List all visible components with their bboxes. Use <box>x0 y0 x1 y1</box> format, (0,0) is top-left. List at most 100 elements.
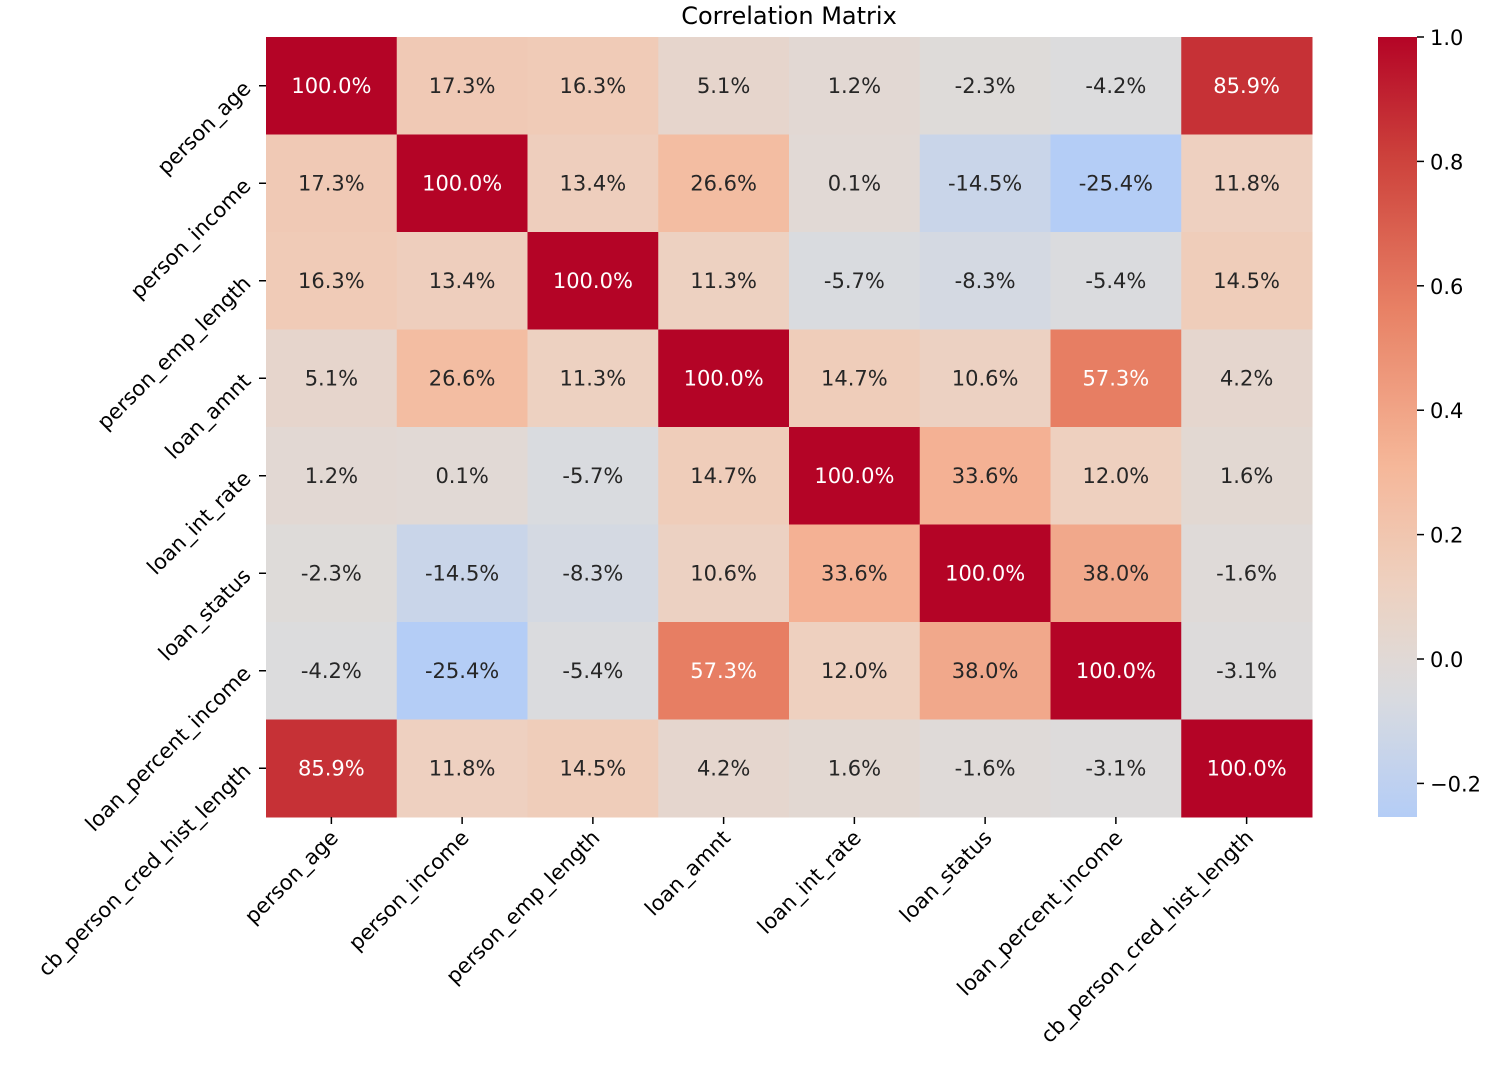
heatmap-value-person_income-loan_int_rate: 0.1% <box>828 171 881 195</box>
heatmap-cell-loan_percent_income-loan_percent_income <box>1050 622 1182 720</box>
heatmap-value-person_income-loan_percent_income: -25.4% <box>1079 171 1153 195</box>
heatmap-cell-person_emp_length-loan_int_rate <box>789 232 921 330</box>
heatmap-value-loan_status-cb_person_cred_hist_length: -1.6% <box>1216 561 1277 585</box>
heatmap-cell-loan_amnt-loan_amnt <box>658 329 790 428</box>
heatmap-cell-cb_person_cred_hist_length-loan_percent_income <box>1050 719 1182 818</box>
heatmap-value-loan_status-person_age: -2.3% <box>301 561 362 585</box>
heatmap-value-person_emp_length-person_emp_length: 100.0% <box>553 269 633 293</box>
y-axis: person_ageperson_incomeperson_emp_length… <box>33 76 266 982</box>
heatmap-cell-person_emp_length-loan_status <box>919 232 1051 330</box>
colorbar-gradient <box>1378 37 1417 817</box>
heatmap-value-loan_status-loan_percent_income: 38.0% <box>1083 561 1150 585</box>
colorbar-tick-label-1: 0.8 <box>1430 150 1463 174</box>
heatmap-value-loan_int_rate-person_age: 1.2% <box>305 464 358 488</box>
heatmap-cell-cb_person_cred_hist_length-person_age <box>266 719 398 818</box>
heatmap-value-person_income-person_emp_length: 13.4% <box>560 171 627 195</box>
heatmap-cell-loan_amnt-cb_person_cred_hist_length <box>1181 329 1313 428</box>
heatmap-cell-loan_status-loan_status <box>919 524 1051 623</box>
heatmap-value-person_emp_length-loan_percent_income: -5.4% <box>1085 269 1146 293</box>
heatmap-cell-loan_percent_income-cb_person_cred_hist_length <box>1181 622 1313 720</box>
heatmap-value-loan_status-person_income: -14.5% <box>425 561 499 585</box>
heatmap-cell-loan_amnt-loan_percent_income <box>1050 329 1182 428</box>
heatmap-value-loan_amnt-person_income: 26.6% <box>429 366 496 390</box>
heatmap-cell-person_emp_length-cb_person_cred_hist_length <box>1181 232 1313 330</box>
heatmap-value-loan_amnt-person_age: 5.1% <box>305 366 358 390</box>
heatmap-value-cb_person_cred_hist_length-person_age: 85.9% <box>298 756 365 780</box>
heatmap-cell-person_age-cb_person_cred_hist_length <box>1181 37 1313 135</box>
heatmap-value-loan_amnt-loan_amnt: 100.0% <box>684 366 764 390</box>
heatmap-cell-loan_status-loan_int_rate <box>789 524 921 623</box>
heatmap-value-person_age-person_emp_length: 16.3% <box>560 74 627 98</box>
heatmap-cell-person_emp_length-person_age <box>266 232 398 330</box>
heatmap-cell-person_emp_length-person_emp_length <box>527 232 659 330</box>
colorbar-tick-label-3: 0.4 <box>1430 399 1463 423</box>
heatmap-value-loan_amnt-loan_percent_income: 57.3% <box>1083 366 1150 390</box>
heatmap-cell-person_emp_length-person_income <box>396 232 528 330</box>
heatmap-cell-loan_status-person_income <box>396 524 528 623</box>
heatmap-value-loan_int_rate-cb_person_cred_hist_length: 1.6% <box>1220 464 1273 488</box>
heatmap-value-loan_percent_income-cb_person_cred_hist_length: -3.1% <box>1216 659 1277 683</box>
heatmap-cell-loan_percent_income-person_emp_length <box>527 622 659 720</box>
heatmap-value-loan_percent_income-person_income: -25.4% <box>425 659 499 683</box>
heatmap-cell-loan_percent_income-loan_status <box>919 622 1051 720</box>
heatmap-cell-person_age-person_age <box>266 37 398 135</box>
heatmap-value-person_income-person_age: 17.3% <box>298 171 365 195</box>
heatmap-value-person_income-loan_amnt: 26.6% <box>690 171 757 195</box>
colorbar-tick-label-5: 0.0 <box>1430 648 1463 672</box>
colorbar-tick-label-6: −0.2 <box>1430 772 1481 796</box>
y-tick-label-loan_amnt: loan_amnt <box>161 369 257 465</box>
heatmap-cell-loan_amnt-loan_status <box>919 329 1051 428</box>
x-tick-label-person_income: person_income <box>344 826 474 956</box>
heatmap-cell-person_income-person_income <box>396 134 528 233</box>
heatmap-value-person_income-loan_status: -14.5% <box>948 171 1022 195</box>
heatmap-cell-person_age-person_emp_length <box>527 37 659 135</box>
y-tick-label-loan_int_rate: loan_int_rate <box>142 466 256 580</box>
heatmap-cell-loan_amnt-person_emp_length <box>527 329 659 428</box>
heatmap-cell-cb_person_cred_hist_length-person_emp_length <box>527 719 659 818</box>
heatmap-cell-loan_int_rate-loan_percent_income <box>1050 427 1182 525</box>
colorbar-tick-label-0: 1.0 <box>1430 26 1463 50</box>
heatmap-cell-person_age-loan_int_rate <box>789 37 921 135</box>
heatmap-cell-loan_int_rate-loan_status <box>919 427 1051 525</box>
heatmap-cell-cb_person_cred_hist_length-loan_int_rate <box>789 719 921 818</box>
heatmap-value-loan_percent_income-loan_amnt: 57.3% <box>690 659 757 683</box>
heatmap-cell-person_income-loan_int_rate <box>789 134 921 233</box>
heatmap-value-person_emp_length-person_income: 13.4% <box>429 269 496 293</box>
heatmap-cell-person_income-person_emp_length <box>527 134 659 233</box>
heatmap-value-person_emp_length-cb_person_cred_hist_length: 14.5% <box>1213 269 1280 293</box>
heatmap-cell-loan_int_rate-person_emp_length <box>527 427 659 525</box>
x-tick-label-loan_int_rate: loan_int_rate <box>753 826 867 940</box>
heatmap-value-person_income-cb_person_cred_hist_length: 11.8% <box>1213 171 1280 195</box>
heatmap-value-person_emp_length-loan_int_rate: -5.7% <box>824 269 885 293</box>
heatmap-value-cb_person_cred_hist_length-cb_person_cred_hist_length: 100.0% <box>1207 756 1287 780</box>
heatmap-value-cb_person_cred_hist_length-person_emp_length: 14.5% <box>560 756 627 780</box>
heatmap-value-loan_percent_income-loan_int_rate: 12.0% <box>821 659 888 683</box>
heatmap-cell-person_age-loan_percent_income <box>1050 37 1182 135</box>
x-axis: person_age person_incomeperson_emp_length… <box>240 817 1259 1048</box>
heatmap-value-cb_person_cred_hist_length-loan_int_rate: 1.6% <box>828 756 881 780</box>
heatmap-cell-loan_amnt-person_income <box>396 329 528 428</box>
heatmap-cell-cb_person_cred_hist_length-loan_status <box>919 719 1051 818</box>
heatmap-value-cb_person_cred_hist_length-loan_status: -1.6% <box>955 756 1016 780</box>
x-tick-label-person_age: person_age <box>240 826 344 930</box>
heatmap-cell-loan_amnt-loan_int_rate <box>789 329 921 428</box>
heatmap-cell-person_age-loan_amnt <box>658 37 790 135</box>
heatmap-cell-person_income-loan_amnt <box>658 134 790 233</box>
heatmap-value-loan_percent_income-loan_percent_income: 100.0% <box>1076 659 1156 683</box>
heatmap-value-person_emp_length-loan_amnt: 11.3% <box>690 269 757 293</box>
colorbar-tick-label-4: 0.2 <box>1430 524 1463 548</box>
heatmap-value-cb_person_cred_hist_length-loan_percent_income: -3.1% <box>1085 756 1146 780</box>
heatmap-value-loan_int_rate-loan_int_rate: 100.0% <box>814 464 894 488</box>
heatmap-value-cb_person_cred_hist_length-person_income: 11.8% <box>429 756 496 780</box>
heatmap-value-person_age-loan_amnt: 5.1% <box>697 74 750 98</box>
heatmap-cell-cb_person_cred_hist_length-cb_person_cred_hist_length <box>1181 719 1313 818</box>
heatmap-cell-loan_percent_income-person_income <box>396 622 528 720</box>
heatmap-value-loan_int_rate-person_income: 0.1% <box>435 464 488 488</box>
heatmap-cell-loan_int_rate-person_age <box>266 427 398 525</box>
heatmap-value-loan_int_rate-loan_amnt: 14.7% <box>690 464 757 488</box>
heatmap-cells <box>266 37 1313 818</box>
y-tick-label-cb_person_cred_hist_length: cb_person_cred_hist_length <box>33 759 256 982</box>
heatmap-cell-person_income-loan_status <box>919 134 1051 233</box>
heatmap-cell-loan_int_rate-loan_int_rate <box>789 427 921 525</box>
